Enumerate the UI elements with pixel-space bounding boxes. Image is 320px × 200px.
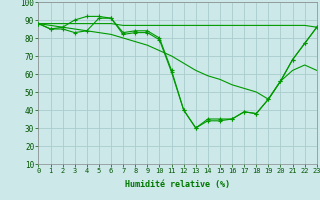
X-axis label: Humidité relative (%): Humidité relative (%) <box>125 180 230 189</box>
